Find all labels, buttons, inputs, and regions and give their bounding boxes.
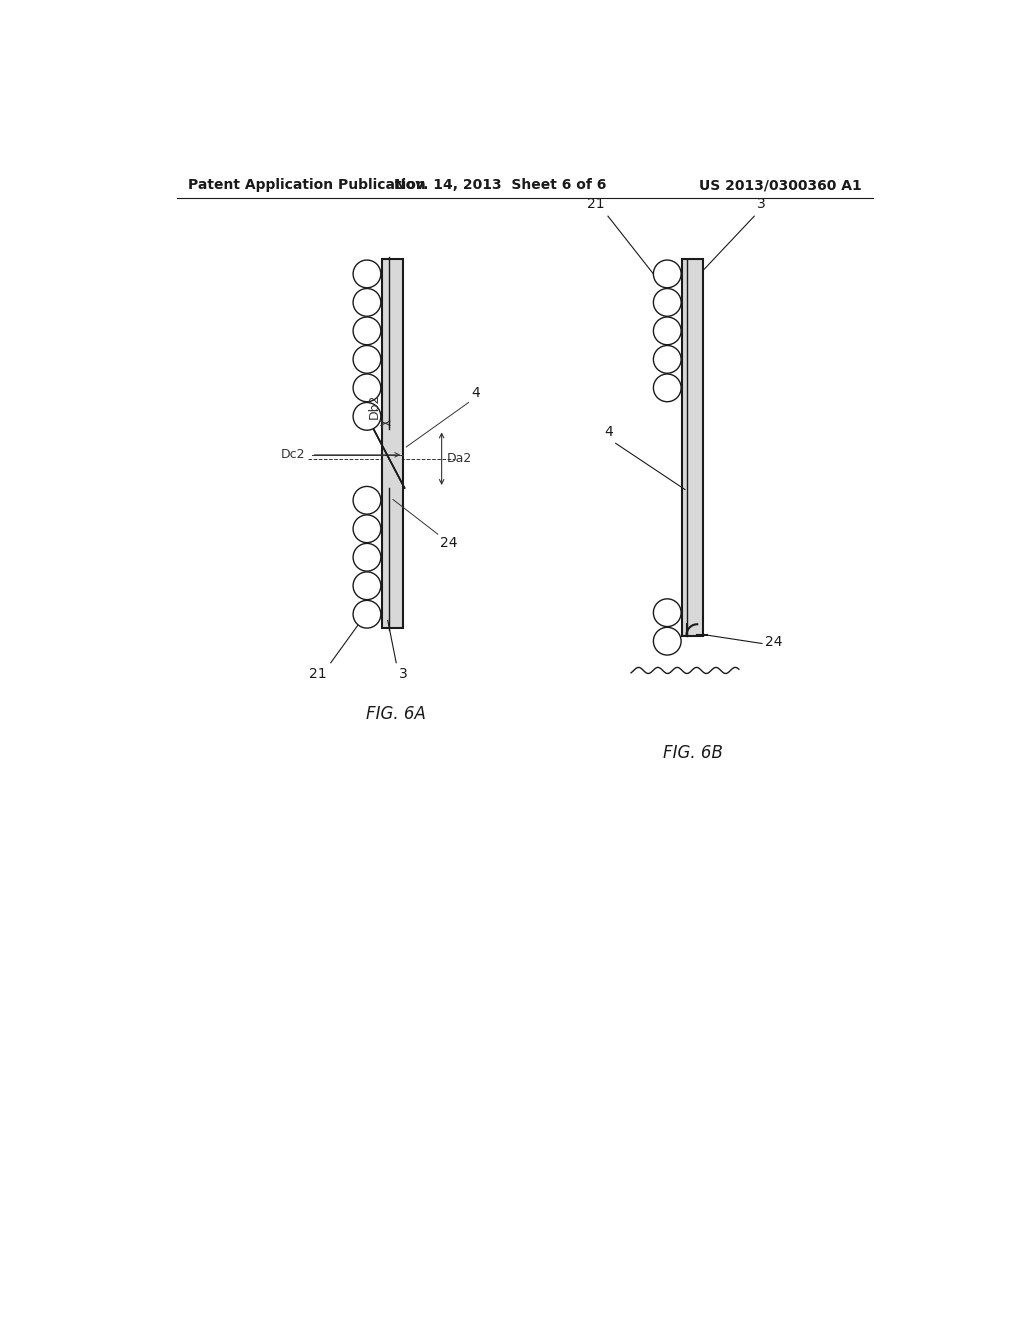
Circle shape [353,374,381,401]
Circle shape [653,346,681,374]
Circle shape [653,627,681,655]
Text: 24: 24 [765,635,782,649]
Circle shape [353,601,381,628]
Circle shape [353,544,381,572]
Circle shape [653,317,681,345]
Circle shape [353,487,381,515]
Text: 4: 4 [471,387,479,400]
Text: 3: 3 [398,667,408,681]
Bar [382,259,403,628]
Text: 21: 21 [309,667,327,681]
Text: US 2013/0300360 A1: US 2013/0300360 A1 [699,178,862,193]
Text: 3: 3 [758,197,766,211]
Circle shape [653,289,681,317]
Circle shape [353,260,381,288]
Text: 24: 24 [440,536,458,550]
Circle shape [353,346,381,374]
Text: Da2: Da2 [446,453,471,465]
Bar [682,259,703,636]
Text: 21: 21 [587,197,605,211]
Circle shape [653,599,681,627]
Text: FIG. 6B: FIG. 6B [663,743,723,762]
Text: Patent Application Publication: Patent Application Publication [188,178,426,193]
Text: Db2: Db2 [368,393,380,418]
Circle shape [353,289,381,317]
Circle shape [353,403,381,430]
Circle shape [353,317,381,345]
Circle shape [653,260,681,288]
Text: 4: 4 [604,425,613,440]
Text: FIG. 6A: FIG. 6A [367,705,426,723]
Text: Nov. 14, 2013  Sheet 6 of 6: Nov. 14, 2013 Sheet 6 of 6 [394,178,606,193]
Circle shape [353,572,381,599]
Circle shape [653,374,681,401]
Circle shape [353,515,381,543]
Text: Dc2: Dc2 [281,449,305,462]
